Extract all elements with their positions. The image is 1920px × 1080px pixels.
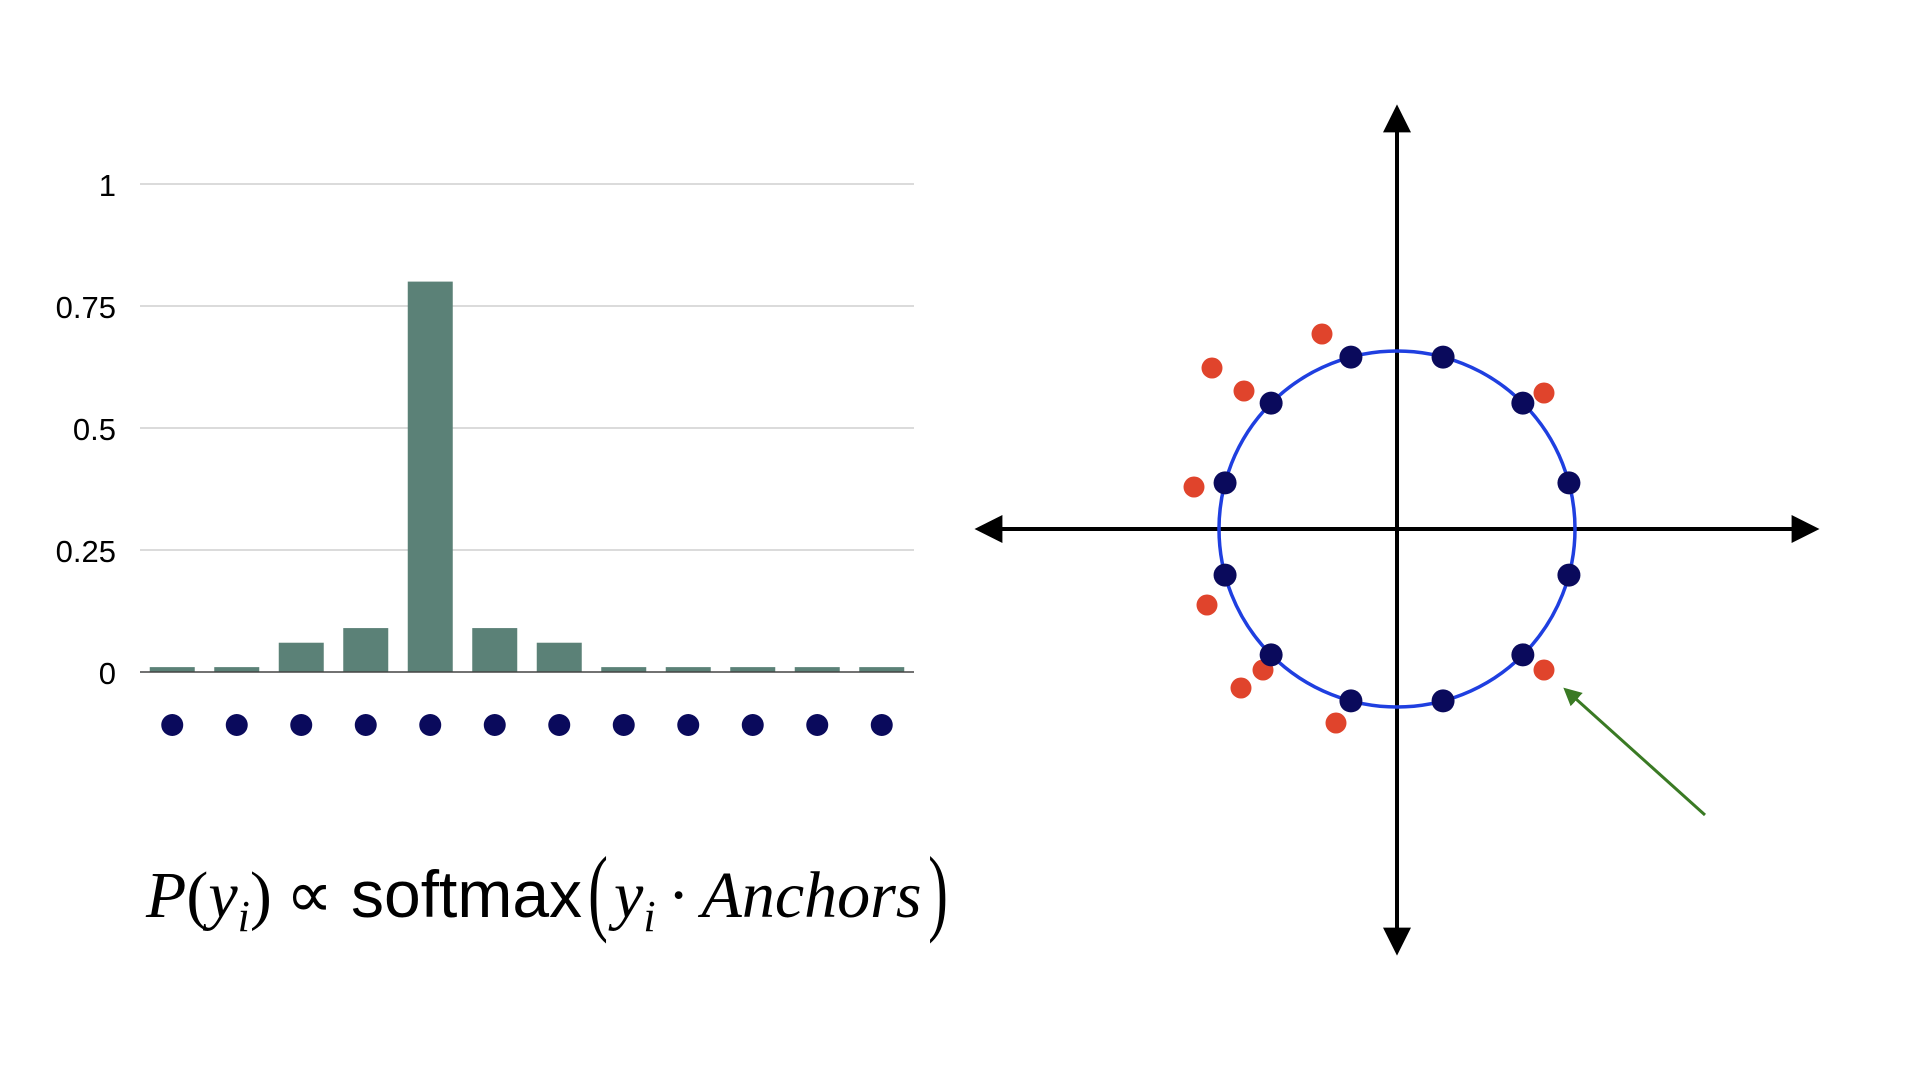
sample-point (1201, 357, 1223, 379)
anchor-point (1213, 563, 1237, 587)
anchor-point (1339, 689, 1363, 713)
category-dot (741, 714, 764, 736)
anchor-point (1557, 471, 1581, 495)
formula-y: y (614, 859, 644, 932)
category-dot (870, 714, 893, 736)
formula-p: P (146, 859, 187, 932)
bar (859, 667, 905, 672)
formula-proportional-symbol: ∝ (285, 857, 333, 931)
anchor-points (1213, 345, 1581, 713)
sample-point (1230, 677, 1252, 699)
bar (730, 667, 776, 672)
sample-point (1311, 323, 1333, 345)
softmax-formula: P(yi) ∝ softmax(yi · Anchors) (146, 826, 954, 956)
y-tick-labels: 0 0.25 0.5 0.75 1 (56, 168, 116, 691)
bar (536, 642, 582, 672)
bar (149, 667, 195, 672)
anchor-point (1557, 563, 1581, 587)
category-dot (483, 714, 506, 736)
anchor-point (1213, 471, 1237, 495)
bar (601, 667, 647, 672)
sample-point (1183, 476, 1205, 498)
sample-point (1533, 659, 1555, 681)
category-dot (806, 714, 829, 736)
bar (343, 628, 389, 672)
category-dot (548, 714, 571, 736)
bar (794, 667, 840, 672)
ytick-label: 0.5 (73, 412, 116, 447)
formula-y: y (208, 859, 238, 932)
formula-close-paren: ) (249, 859, 272, 932)
formula-subscript-i: i (237, 892, 250, 941)
anchor-point (1511, 391, 1535, 415)
bar (407, 281, 453, 672)
category-dot (290, 714, 313, 736)
formula-subscript-i: i (643, 892, 656, 941)
formula-close-paren-large: ) (927, 837, 948, 944)
anchor-point (1431, 689, 1455, 713)
anchor-point (1259, 391, 1283, 415)
category-dot (225, 714, 248, 736)
category-dot (677, 714, 700, 736)
bar-chart: 0 0.25 0.5 0.75 1 (56, 168, 914, 736)
sample-points (1183, 323, 1555, 734)
pointer-arrow (1563, 687, 1707, 817)
formula-dot-operator: · (667, 859, 690, 932)
bars (149, 281, 905, 672)
ytick-label: 0.25 (56, 534, 116, 569)
bar (665, 667, 711, 672)
ytick-label: 0 (99, 656, 116, 691)
formula-open-paren-large: ( (588, 837, 608, 944)
category-dot (612, 714, 635, 736)
category-dot (354, 714, 377, 736)
formula-softmax: softmax (350, 857, 583, 931)
sample-point (1325, 712, 1347, 734)
gridlines (140, 183, 914, 551)
formula-open-paren: ( (186, 859, 209, 932)
bar (472, 628, 518, 672)
category-anchor-dots (161, 714, 893, 736)
bar (214, 667, 260, 672)
category-dot (419, 714, 442, 736)
bar (278, 642, 324, 672)
formula-anchors: Anchors (701, 859, 922, 932)
ytick-label: 0.75 (56, 290, 116, 325)
category-dot (161, 714, 184, 736)
anchor-point (1339, 345, 1363, 369)
unit-circle (1217, 349, 1577, 709)
sample-point (1233, 380, 1255, 402)
anchor-point (1511, 643, 1535, 667)
sample-point (1196, 594, 1218, 616)
anchor-point (1431, 345, 1455, 369)
ytick-label: 1 (99, 168, 116, 203)
sample-point (1533, 382, 1555, 404)
anchor-point (1259, 643, 1283, 667)
